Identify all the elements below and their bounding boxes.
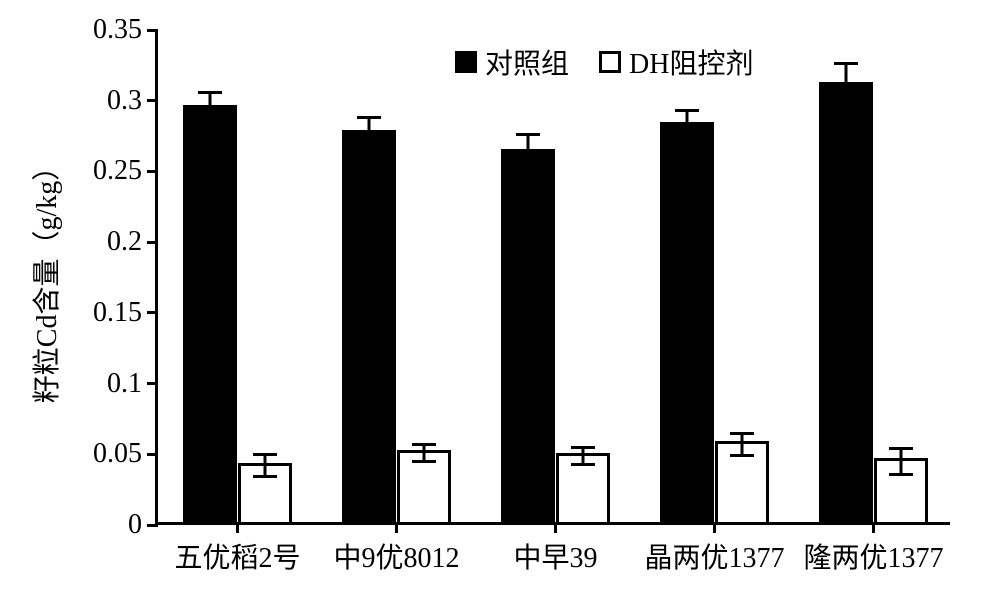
error-bar	[740, 433, 743, 456]
error-cap	[834, 62, 858, 65]
error-bar	[845, 64, 848, 106]
error-bar	[527, 135, 530, 169]
error-cap	[834, 105, 858, 108]
x-tick-label: 隆两优1377	[803, 522, 943, 576]
x-tick-label: 晶两优1377	[644, 522, 784, 576]
bar	[183, 105, 237, 522]
x-tick-label: 中早39	[513, 522, 597, 576]
y-axis-title: 籽粒Cd含量（g/kg）	[25, 152, 65, 402]
error-cap	[198, 122, 222, 125]
error-cap	[516, 167, 540, 170]
error-bar	[209, 92, 212, 123]
y-tick-label: 0.25	[93, 155, 158, 187]
error-bar	[686, 111, 689, 139]
y-tick-label: 0.2	[107, 226, 158, 258]
error-bar	[422, 444, 425, 461]
y-tick-label: 0.05	[93, 438, 158, 470]
error-cap	[253, 453, 277, 456]
legend-item: DH阻控剂	[599, 42, 753, 82]
x-tick-label: 五优稻2号	[174, 522, 300, 576]
bar	[501, 149, 555, 522]
error-bar	[581, 447, 584, 464]
error-cap	[412, 460, 436, 463]
legend-swatch	[455, 51, 477, 73]
error-bar	[263, 454, 266, 477]
error-cap	[730, 454, 754, 457]
error-cap	[357, 116, 381, 119]
y-tick-label: 0.3	[107, 85, 158, 117]
legend-swatch	[599, 51, 621, 73]
error-cap	[889, 473, 913, 476]
error-cap	[357, 147, 381, 150]
bar	[342, 130, 396, 522]
legend-item: 对照组	[455, 42, 569, 82]
y-tick-label: 0.1	[107, 368, 158, 400]
error-cap	[730, 432, 754, 435]
error-cap	[253, 475, 277, 478]
legend-label: DH阻控剂	[629, 42, 753, 82]
error-cap	[516, 133, 540, 136]
y-tick-label: 0.15	[93, 297, 158, 329]
y-tick-label: 0.35	[93, 14, 158, 46]
x-tick-label: 中9优8012	[333, 522, 459, 576]
legend-label: 对照组	[485, 42, 569, 82]
error-bar	[899, 449, 902, 474]
error-cap	[571, 446, 595, 449]
error-cap	[889, 447, 913, 450]
error-bar	[368, 118, 371, 149]
error-cap	[675, 109, 699, 112]
error-cap	[571, 463, 595, 466]
chart-container: 0 0.05 0.1 0.15 0.2 0.25 0.3 0.35 五优稻2号中9优8012 中早…	[0, 0, 1000, 605]
bar	[660, 122, 714, 522]
legend: 对照组 DH阻控剂	[455, 42, 753, 82]
y-tick-label: 0	[128, 509, 158, 541]
error-cap	[198, 91, 222, 94]
error-cap	[675, 137, 699, 140]
bar	[819, 82, 873, 522]
plot-area: 00.050.10.150.20.250.30.35五优稻2号中9优8012中早…	[155, 30, 950, 525]
error-cap	[412, 443, 436, 446]
